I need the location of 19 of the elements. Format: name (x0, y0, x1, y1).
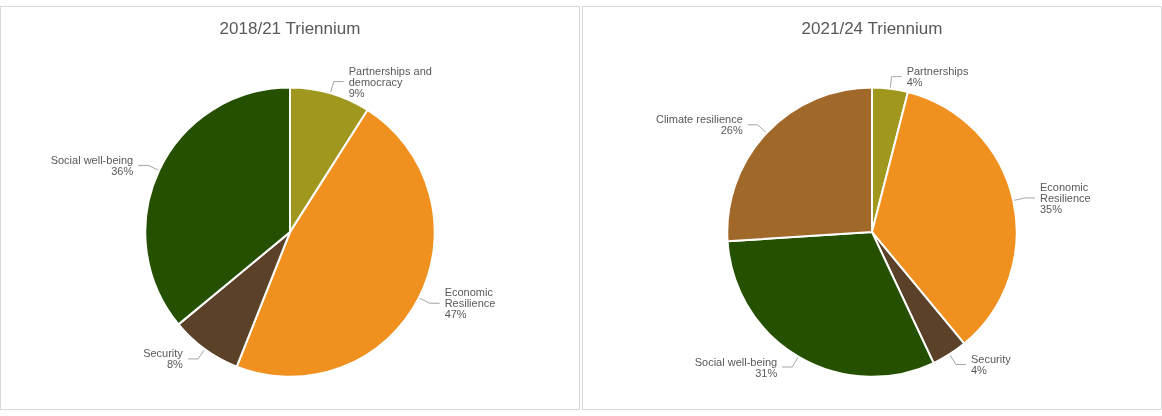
data-label: 4% (970, 363, 988, 376)
data-label: 8% (166, 358, 184, 371)
chart-title: 2021/24 Triennium (801, 19, 943, 38)
data-label: 47% (444, 308, 467, 321)
slice-label: Economic Resilience (1039, 180, 1092, 204)
data-label: 9% (348, 86, 365, 99)
data-label: 26% (720, 124, 743, 137)
data-label: 31% (755, 366, 778, 379)
data-label: 4% (906, 76, 923, 89)
slice-label: Social well-being (50, 153, 134, 166)
slice-label: Climate resilience (655, 113, 743, 126)
data-label: 35% (1039, 202, 1063, 215)
chart-title: 2018/21 Triennium (219, 19, 361, 38)
slice-label: Security (970, 352, 1012, 365)
slice-label: Social well-being (694, 355, 778, 368)
slice-label: Partnerships and democracy (348, 64, 435, 88)
slice-label: Security (143, 347, 184, 360)
slice-label: Economic Resilience (444, 286, 496, 310)
slice-label: Partnerships (906, 65, 969, 78)
